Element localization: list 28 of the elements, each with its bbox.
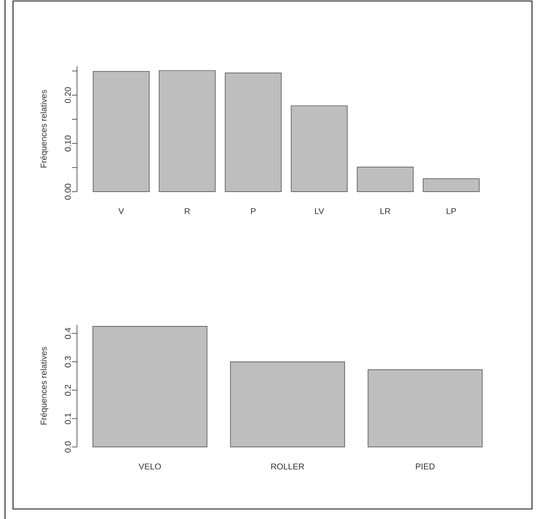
bar xyxy=(92,326,208,448)
bar xyxy=(356,166,414,192)
x-tick-label: V xyxy=(118,208,124,214)
y-axis-title: Fréquences relatives xyxy=(40,346,48,425)
bar xyxy=(422,178,480,192)
bar xyxy=(224,72,282,192)
x-tick-label: LP xyxy=(446,208,456,214)
x-tick-label: VELO xyxy=(138,464,161,470)
x-tick-label: LV xyxy=(315,208,324,214)
y-tick-label: 0.2 xyxy=(64,384,71,396)
x-tick-label: PIED xyxy=(416,464,435,470)
y-axis-title: Fréquences relatives xyxy=(40,90,48,168)
bar xyxy=(290,105,348,192)
bar xyxy=(158,70,216,192)
x-tick-label: ROLLER xyxy=(271,464,304,470)
x-tick-label: R xyxy=(184,208,190,214)
y-tick-label: 0.10 xyxy=(64,136,71,152)
x-tick-label: P xyxy=(251,208,256,214)
y-tick-label: 0.20 xyxy=(64,87,71,104)
bar xyxy=(230,361,345,448)
y-tick-label: 0.00 xyxy=(64,184,71,200)
y-tick-label: 0.1 xyxy=(64,413,71,424)
bar xyxy=(368,369,483,448)
bar xyxy=(92,71,150,192)
x-tick-label: LR xyxy=(380,208,390,214)
y-tick-label: 0.3 xyxy=(64,356,71,368)
y-tick-label: 0.4 xyxy=(64,328,71,339)
y-tick-label: 0.0 xyxy=(64,441,71,453)
